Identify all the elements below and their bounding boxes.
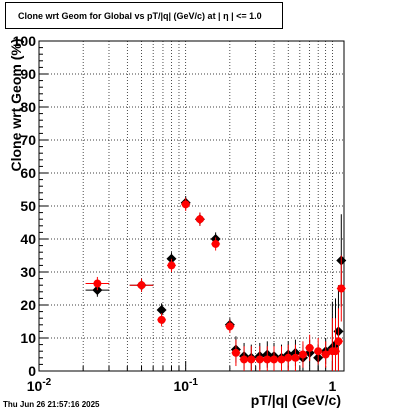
y-tick-label: 70 <box>20 132 36 148</box>
timestamp: Thu Jun 26 21:57:16 2025 <box>3 400 100 409</box>
data-point-black <box>156 304 167 315</box>
plot-frame <box>38 40 345 372</box>
data-point-red <box>167 261 176 270</box>
data-point-red <box>270 355 279 364</box>
x-tick-label: 10-1 <box>173 377 198 394</box>
data-point-red <box>225 322 234 331</box>
chart-title: Clone wrt Geom for Global vs pT/|q| (GeV… <box>5 2 283 29</box>
grid-lines <box>39 41 344 371</box>
y-tick-label: 10 <box>20 330 36 346</box>
x-tick-label: 10-2 <box>27 377 52 394</box>
data-point-red <box>195 215 204 224</box>
data-point-red <box>284 353 293 362</box>
y-tick-label: 90 <box>20 66 36 82</box>
data-point-red <box>331 347 340 356</box>
x-axis-label: pT/|q| (GeV/c) <box>251 392 341 408</box>
data-point-red <box>321 350 330 359</box>
data-point-red <box>291 353 300 362</box>
data-point-red <box>240 355 249 364</box>
data-point-red <box>93 279 102 288</box>
y-tick-label: 40 <box>20 231 36 247</box>
data-marks <box>85 196 347 371</box>
y-tick-label: 20 <box>20 297 36 313</box>
data-point-red <box>255 355 264 364</box>
y-tick-label: 100 <box>13 33 37 49</box>
data-point-red <box>263 355 272 364</box>
data-point-red <box>157 315 166 324</box>
y-axis-label: Clone wrt Geom (%) <box>8 38 24 171</box>
data-point-red <box>231 348 240 357</box>
y-tick-label: 0 <box>28 363 36 379</box>
y-tick-label: 30 <box>20 264 36 280</box>
data-point-red <box>305 343 314 352</box>
y-tick-label: 50 <box>20 198 36 214</box>
y-tick-label: 60 <box>20 165 36 181</box>
data-point-red <box>247 355 256 364</box>
data-point-red <box>277 355 286 364</box>
data-point-red <box>181 200 190 209</box>
data-point-red <box>314 347 323 356</box>
data-point-red <box>137 281 146 290</box>
x-tick-label: 1 <box>328 378 336 394</box>
y-tick-label: 80 <box>20 99 36 115</box>
data-point-red <box>298 350 307 359</box>
data-point-red <box>211 239 220 248</box>
data-point-red <box>334 337 343 346</box>
data-point-red <box>337 284 346 293</box>
